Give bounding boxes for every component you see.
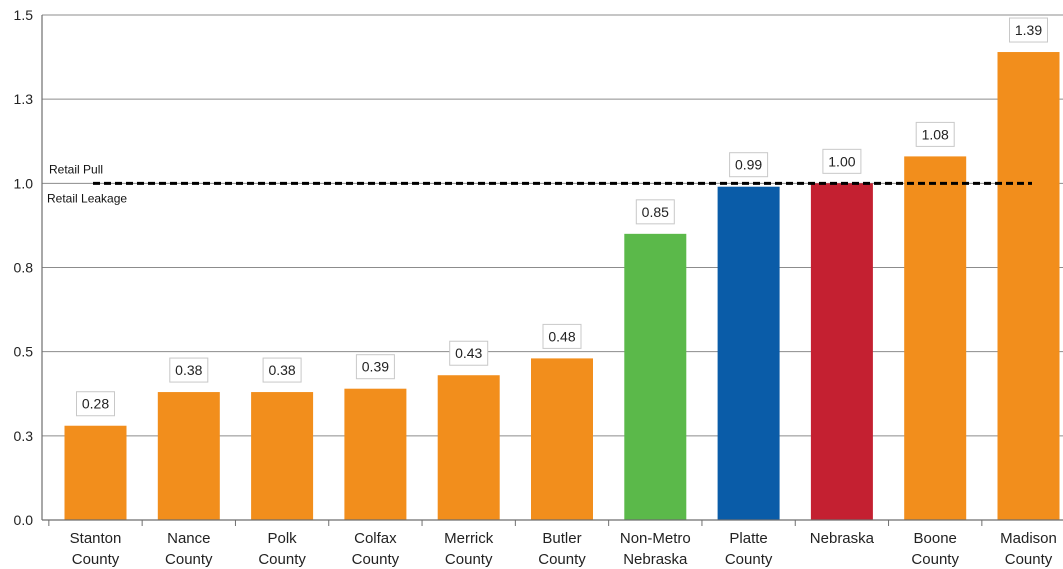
- x-tick-label: County: [445, 551, 493, 568]
- data-label: 0.85: [642, 204, 669, 220]
- y-tick-label: 0.5: [14, 344, 34, 360]
- x-tick-label: County: [538, 551, 586, 568]
- y-axis-ticks: 0.0 0.3 0.5 0.8 1.0 1.3 1.5: [14, 7, 34, 528]
- data-label: 0.38: [268, 362, 295, 378]
- y-tick-label: 1.0: [14, 175, 34, 191]
- bar: [344, 388, 407, 520]
- data-label: 0.99: [735, 157, 762, 173]
- x-tick-label: Platte: [729, 530, 767, 547]
- bar: [810, 183, 873, 521]
- x-tick-label: Merrick: [444, 530, 494, 547]
- gridlines: [42, 14, 1063, 437]
- reference-line-group: Retail Pull Retail Leakage: [47, 162, 1032, 205]
- x-tick-label: Nance: [167, 530, 210, 547]
- data-label-box: [262, 357, 302, 383]
- data-label: 1.00: [828, 153, 855, 169]
- x-tick-label: County: [352, 551, 400, 568]
- retail-leakage-label: Retail Leakage: [47, 191, 127, 205]
- x-axis-labels: Stanton County Nance County Polk County Colfax…: [70, 530, 1057, 568]
- x-tick-label: County: [725, 551, 773, 568]
- data-label-box: [76, 391, 115, 417]
- x-tick-label: County: [165, 551, 213, 568]
- bar: [904, 156, 967, 520]
- x-axis: [41, 15, 1063, 526]
- data-label-box: [915, 121, 955, 147]
- bar: [64, 425, 127, 520]
- x-tick-label: Madison: [1000, 530, 1057, 547]
- bars: [64, 52, 1060, 521]
- bar: [251, 392, 314, 520]
- x-tick-label: Colfax: [354, 530, 397, 547]
- y-tick-label: 0.8: [14, 260, 34, 276]
- retail-pull-label: Retail Pull: [49, 162, 103, 176]
- x-tick-label: Stanton: [70, 530, 122, 547]
- x-tick-label: County: [72, 551, 120, 568]
- y-tick-label: 0.3: [14, 428, 34, 444]
- bar: [437, 375, 500, 520]
- data-labels: 0.28 0.38 0.38 0.39 0.43 0.48 0.85 0.99 1.00 1.08…: [76, 17, 1048, 417]
- data-label-box: [635, 199, 675, 225]
- y-tick-label: 1.5: [14, 7, 34, 23]
- data-label-box: [822, 148, 862, 174]
- bar: [531, 358, 593, 520]
- data-label-box: [542, 323, 582, 349]
- x-tick-label: Nebraska: [810, 530, 875, 547]
- data-label-box: [1009, 17, 1048, 43]
- x-tick-label: Butler: [542, 530, 581, 547]
- data-label: 0.43: [455, 345, 482, 361]
- x-tick-label: Non-Metro: [620, 530, 691, 547]
- data-label: 0.38: [175, 362, 202, 378]
- y-tick-label: 1.3: [14, 91, 34, 107]
- x-tick-label: County: [911, 551, 959, 568]
- data-label: 0.39: [362, 359, 389, 375]
- bar: [997, 52, 1060, 521]
- x-tick-label: Polk: [268, 530, 298, 547]
- data-label-box: [355, 354, 395, 380]
- data-label-box: [729, 152, 769, 178]
- bar: [624, 233, 687, 521]
- data-label: 1.08: [922, 126, 949, 142]
- data-label: 0.48: [548, 328, 575, 344]
- bar: [717, 186, 780, 520]
- x-tick-label: Nebraska: [623, 551, 688, 568]
- data-label-box: [449, 340, 489, 366]
- x-tick-label: County: [258, 551, 306, 568]
- data-label-box: [169, 357, 209, 383]
- bar: [157, 392, 220, 520]
- y-tick-label: 0.0: [14, 512, 34, 528]
- data-label: 0.28: [82, 396, 109, 412]
- x-tick-label: County: [1005, 551, 1053, 568]
- x-tick-label: Boone: [914, 530, 957, 547]
- data-label: 1.39: [1015, 22, 1042, 38]
